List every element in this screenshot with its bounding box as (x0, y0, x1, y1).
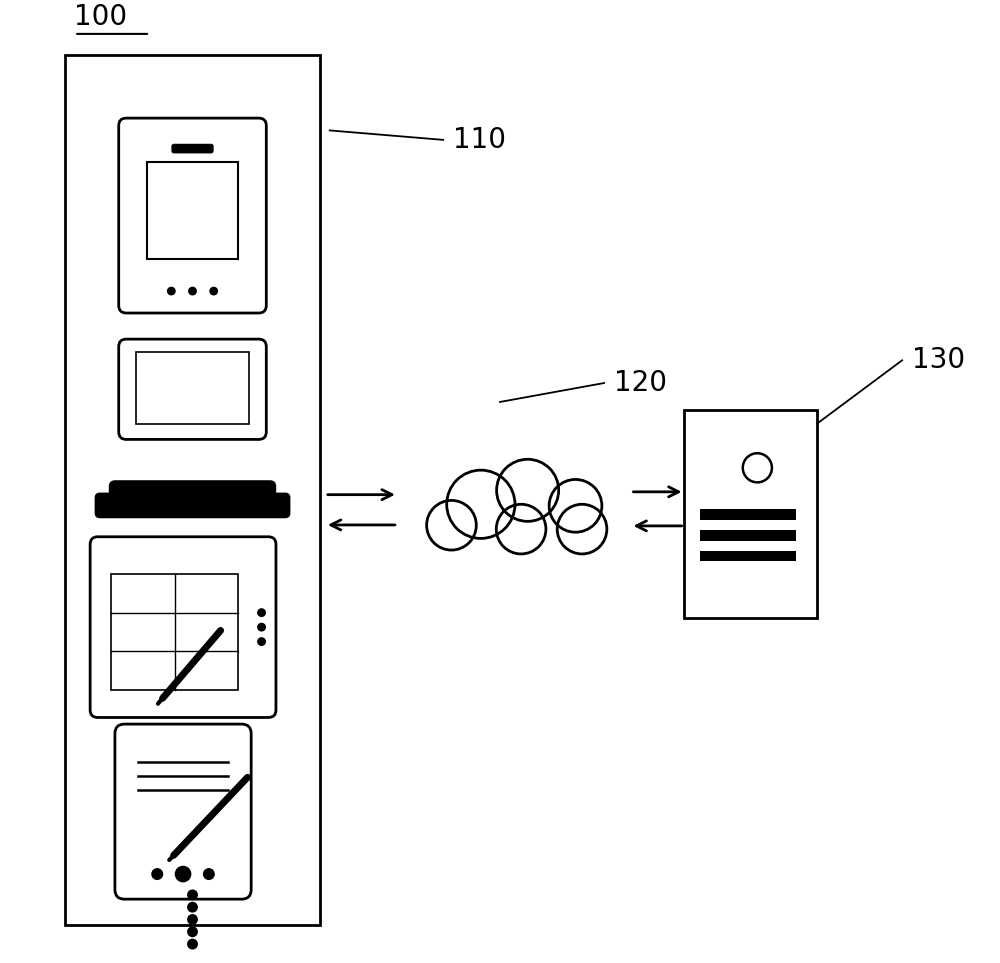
Circle shape (258, 609, 265, 616)
Circle shape (258, 638, 265, 645)
Circle shape (447, 470, 515, 538)
Circle shape (258, 623, 265, 631)
Circle shape (427, 501, 476, 550)
Bar (147, 162, 238, 259)
Bar (65, 55, 320, 925)
Circle shape (188, 915, 197, 924)
Circle shape (497, 459, 559, 521)
Circle shape (178, 869, 188, 879)
Text: 110: 110 (453, 126, 506, 154)
Text: 120: 120 (614, 369, 667, 397)
Bar (700, 551, 796, 561)
Bar (136, 352, 249, 425)
Bar (700, 531, 796, 540)
FancyBboxPatch shape (110, 482, 275, 513)
FancyBboxPatch shape (96, 494, 289, 517)
FancyBboxPatch shape (115, 724, 251, 899)
Circle shape (152, 869, 163, 879)
Circle shape (496, 505, 546, 554)
Circle shape (175, 867, 191, 882)
FancyBboxPatch shape (119, 118, 266, 313)
FancyArrowPatch shape (328, 489, 392, 500)
Circle shape (168, 287, 175, 295)
Circle shape (188, 927, 197, 936)
Circle shape (188, 902, 197, 912)
Text: 130: 130 (912, 347, 965, 375)
Circle shape (188, 939, 197, 949)
FancyArrowPatch shape (636, 521, 682, 531)
FancyBboxPatch shape (172, 144, 213, 153)
FancyBboxPatch shape (119, 339, 266, 439)
FancyBboxPatch shape (90, 536, 276, 717)
Circle shape (188, 890, 197, 899)
Circle shape (204, 869, 214, 879)
FancyArrowPatch shape (331, 520, 395, 530)
Circle shape (210, 287, 217, 295)
Circle shape (549, 480, 602, 533)
Circle shape (557, 505, 607, 554)
Bar (700, 509, 796, 520)
Bar (684, 409, 817, 617)
Bar (111, 574, 238, 690)
FancyArrowPatch shape (633, 487, 679, 497)
Circle shape (189, 287, 196, 295)
Text: 100: 100 (74, 3, 127, 31)
